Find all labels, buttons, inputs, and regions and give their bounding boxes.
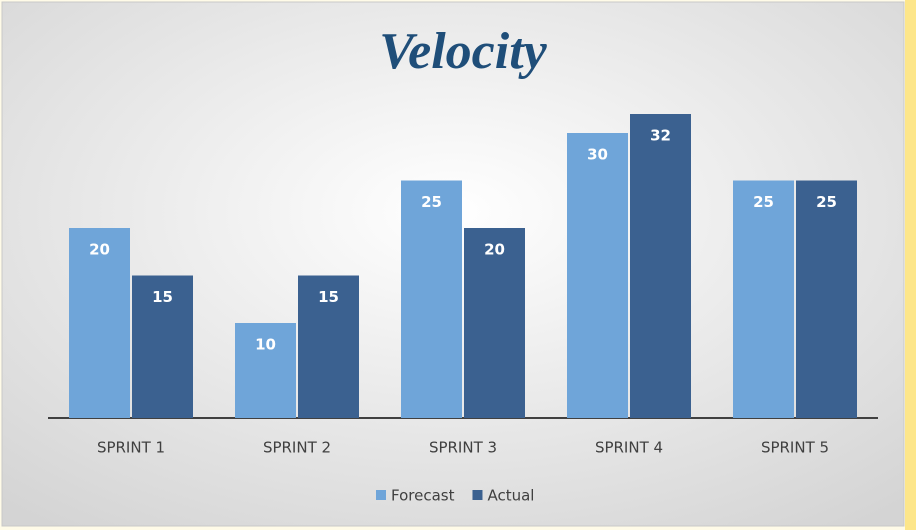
chart-title: Velocity [379, 23, 547, 80]
bar [630, 114, 691, 418]
x-tick-label: SPRINT 4 [595, 439, 663, 457]
bar [733, 180, 794, 418]
bar [235, 323, 296, 418]
bar [401, 180, 462, 418]
bar [567, 133, 628, 418]
x-tick-label: SPRINT 3 [429, 439, 497, 457]
legend-label: Forecast [391, 487, 455, 505]
bar [796, 180, 857, 418]
legend-label: Actual [487, 487, 534, 505]
data-label: 15 [152, 288, 173, 306]
data-label: 25 [816, 193, 837, 211]
data-label: 32 [650, 127, 671, 145]
bar [298, 275, 359, 418]
bar [132, 275, 193, 418]
data-label: 20 [484, 241, 505, 259]
data-label: 30 [587, 146, 608, 164]
x-tick-label: SPRINT 1 [97, 439, 165, 457]
legend-swatch [376, 490, 386, 500]
edge-stripe [905, 0, 916, 530]
data-label: 20 [89, 241, 110, 259]
x-tick-label: SPRINT 2 [263, 439, 331, 457]
data-label: 25 [753, 193, 774, 211]
data-label: 25 [421, 193, 442, 211]
bar [69, 228, 130, 418]
x-tick-label: SPRINT 5 [761, 439, 829, 457]
data-label: 15 [318, 288, 339, 306]
legend-swatch [472, 490, 483, 500]
data-label: 10 [255, 336, 276, 354]
bar [464, 228, 525, 418]
